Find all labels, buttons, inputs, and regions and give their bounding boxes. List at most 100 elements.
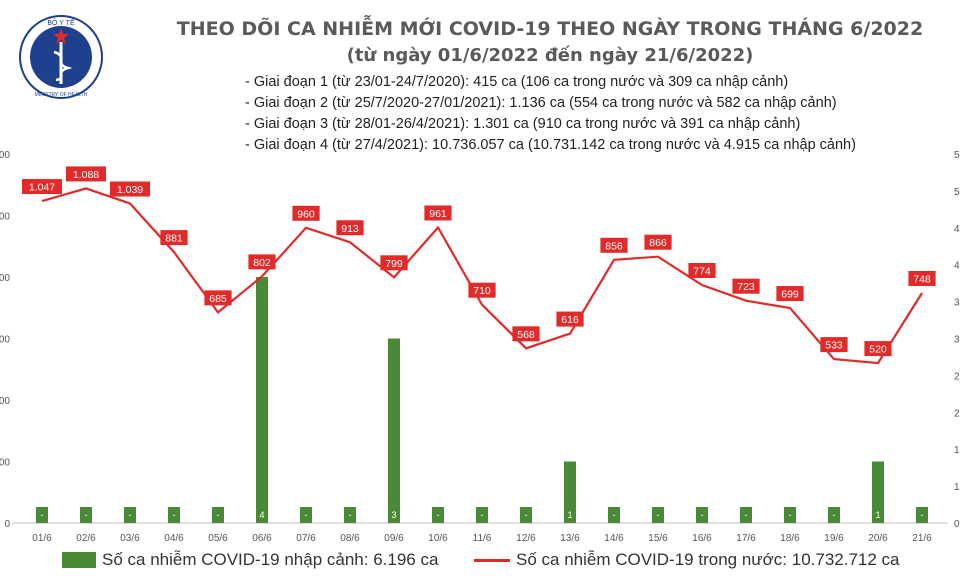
right-tick-label: 4 bbox=[954, 224, 960, 235]
bar-label: - bbox=[525, 510, 528, 520]
x-tick-label: 17/6 bbox=[736, 533, 756, 544]
bar-08/6 bbox=[344, 507, 356, 523]
bar-label: - bbox=[173, 510, 176, 520]
bar-16/6 bbox=[696, 507, 708, 523]
line-label-box bbox=[556, 311, 584, 327]
x-tick-label: 11/6 bbox=[473, 533, 492, 544]
chart-subtitle: (từ ngày 01/6/2022 đến ngày 21/6/2022) bbox=[346, 45, 754, 66]
x-tick-label: 12/6 bbox=[516, 533, 536, 544]
line-label: 616 bbox=[561, 314, 579, 326]
bar-11/6 bbox=[476, 507, 488, 523]
line-label: 723 bbox=[737, 281, 755, 293]
right-tick-label: 4 bbox=[954, 261, 960, 272]
right-tick-label: 3 bbox=[954, 335, 960, 346]
right-tick-label: 3 bbox=[954, 298, 960, 309]
bar-01/6 bbox=[36, 507, 48, 523]
bar-label: - bbox=[349, 510, 352, 520]
bar-04/6 bbox=[168, 507, 180, 523]
left-tick-label: 00 bbox=[0, 212, 10, 223]
x-tick-label: 21/6 bbox=[912, 533, 932, 544]
x-tick-label: 18/6 bbox=[780, 533, 800, 544]
x-tick-label: 20/6 bbox=[868, 533, 888, 544]
right-tick-label: 5 bbox=[954, 187, 960, 198]
line-label-box bbox=[160, 230, 188, 246]
x-tick-label: 05/6 bbox=[208, 533, 228, 544]
line-label-box bbox=[644, 234, 672, 250]
left-tick-label: 00 bbox=[0, 335, 10, 346]
bar-12/6 bbox=[520, 507, 532, 523]
x-tick-label: 13/6 bbox=[560, 533, 580, 544]
x-tick-label: 09/6 bbox=[384, 533, 404, 544]
logo-bottom-text: MINISTRY OF HEALTH bbox=[35, 92, 88, 98]
bar-02/6 bbox=[80, 507, 92, 523]
x-tick-label: 02/6 bbox=[76, 533, 96, 544]
bar-label: - bbox=[657, 510, 660, 520]
phase-2-text: - Giai đoạn 2 (từ 25/7/2020-27/01/2021):… bbox=[245, 95, 837, 111]
x-tick-label: 01/6 bbox=[32, 533, 52, 544]
line-label-box bbox=[110, 181, 150, 197]
line-label: 699 bbox=[781, 289, 799, 301]
left-tick-label: 00 bbox=[0, 273, 10, 284]
bar-18/6 bbox=[784, 507, 796, 523]
line-label-box bbox=[336, 220, 364, 236]
line-label: 866 bbox=[649, 237, 667, 249]
legend-line-swatch bbox=[474, 558, 510, 562]
line-label-box bbox=[776, 286, 804, 302]
line-label: 913 bbox=[341, 223, 359, 235]
line-label: 799 bbox=[385, 258, 403, 270]
x-tick-label: 03/6 bbox=[120, 533, 140, 544]
line-label-box bbox=[864, 341, 892, 357]
bar-label: - bbox=[41, 510, 44, 520]
phase-summary: - Giai đoạn 1 (từ 23/01-24/7/2020): 415 … bbox=[245, 72, 856, 156]
right-tick-label: 5 bbox=[954, 150, 960, 161]
bar-07/6 bbox=[300, 507, 312, 523]
legend-line-label: Số ca nhiễm COVID-19 trong nước: 10.732.… bbox=[516, 550, 900, 569]
line-label-box bbox=[22, 179, 62, 195]
line-label-box bbox=[908, 270, 936, 286]
left-tick-label: 00 bbox=[0, 150, 10, 161]
bar-09/6 bbox=[388, 338, 400, 523]
line-label: 568 bbox=[517, 329, 535, 341]
line-label-box bbox=[512, 326, 540, 342]
line-label-box bbox=[248, 254, 276, 270]
line-label-box bbox=[600, 237, 628, 253]
bar-label: - bbox=[921, 510, 924, 520]
legend-bar-label: Số ca nhiễm COVID-19 nhập cảnh: 6.196 ca bbox=[102, 550, 439, 569]
line-label: 961 bbox=[429, 208, 447, 220]
right-tick-label: 1 bbox=[954, 482, 960, 493]
phase-1-text: - Giai đoạn 1 (từ 23/01-24/7/2020): 415 … bbox=[245, 74, 789, 90]
line-label: 802 bbox=[253, 257, 271, 269]
bar-05/6 bbox=[212, 507, 224, 523]
legend-imported: Số ca nhiễm COVID-19 nhập cảnh: 6.196 ca bbox=[62, 550, 438, 570]
line-label-box bbox=[688, 262, 716, 278]
bar-19/6 bbox=[828, 507, 840, 523]
bar-label: 1 bbox=[567, 510, 572, 520]
bar-label: 3 bbox=[391, 510, 396, 520]
bar-06/6 bbox=[256, 277, 268, 523]
x-tick-label: 07/6 bbox=[296, 533, 316, 544]
bar-label: - bbox=[745, 510, 748, 520]
line-label: 960 bbox=[297, 208, 315, 220]
bar-label: - bbox=[613, 510, 616, 520]
bar-03/6 bbox=[124, 507, 136, 523]
domestic-cases-line bbox=[41, 187, 923, 365]
bar-20/6 bbox=[872, 461, 884, 523]
line-label-box bbox=[292, 205, 320, 221]
legend: Số ca nhiễm COVID-19 nhập cảnh: 6.196 ca… bbox=[0, 550, 960, 574]
legend-bar-swatch bbox=[62, 552, 96, 568]
line-label: 1.088 bbox=[73, 169, 99, 181]
line-label: 748 bbox=[913, 273, 931, 285]
phase-3-text: - Giai đoạn 3 (từ 28/01-26/4/2021): 1.30… bbox=[245, 116, 801, 132]
bar-label: - bbox=[701, 510, 704, 520]
line-label: 856 bbox=[605, 240, 623, 252]
bar-label: - bbox=[129, 510, 132, 520]
line-label: 881 bbox=[165, 233, 183, 245]
bar-label: - bbox=[833, 510, 836, 520]
phase-4-text: - Giai đoạn 4 (từ 27/4/2021): 10.736.057… bbox=[245, 137, 856, 153]
ministry-of-health-logo: BỘ Y TẾ MINISTRY OF HEALTH bbox=[19, 15, 103, 99]
bar-17/6 bbox=[740, 507, 752, 523]
bar-10/6 bbox=[432, 507, 444, 523]
line-label: 1.039 bbox=[117, 184, 143, 196]
line-label-box bbox=[424, 205, 452, 221]
